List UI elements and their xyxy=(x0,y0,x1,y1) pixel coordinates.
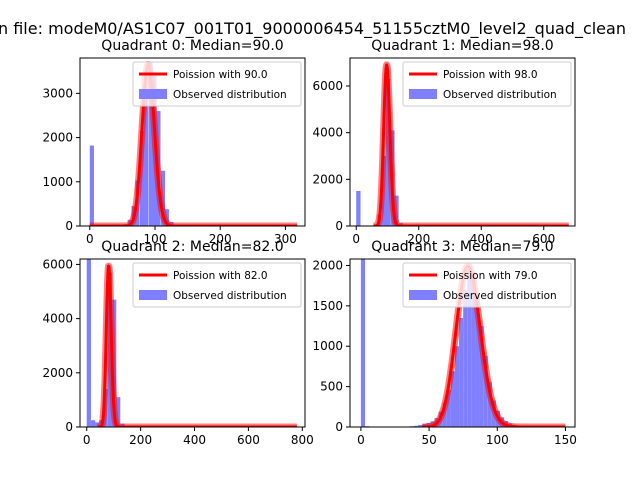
plot-area xyxy=(360,259,569,427)
histogram-bar xyxy=(143,91,149,226)
figure-suptitle: n file: modeM0/AS1C07_001T01_9000006454_… xyxy=(0,19,626,39)
y-tick-label: 0 xyxy=(335,219,343,233)
y-tick-label: 2000 xyxy=(312,258,343,272)
legend: Poission with 79.0 Observed distribution xyxy=(402,262,572,308)
x-tick-label: 200 xyxy=(129,433,152,447)
legend-label-histogram: Observed distribution xyxy=(173,290,287,302)
y-tick-label: 4000 xyxy=(42,312,73,326)
x-tick-label: 0 xyxy=(83,433,91,447)
histogram-bar xyxy=(463,289,468,427)
histogram-bar xyxy=(455,346,460,427)
histogram-bar xyxy=(95,422,100,427)
legend-swatch-histogram xyxy=(409,290,437,300)
subplot-title: Quadrant 3: Median=79.0 xyxy=(371,239,553,255)
legend-label-poisson: Poission with 98.0 xyxy=(443,69,538,81)
histogram-bar xyxy=(89,145,94,226)
legend-box xyxy=(402,262,572,308)
histogram-bar xyxy=(116,397,121,427)
legend-swatch-histogram xyxy=(139,290,167,300)
legend-swatch-histogram xyxy=(139,89,167,99)
legend-label-poisson: Poission with 90.0 xyxy=(173,69,268,81)
x-tick-label: 0 xyxy=(352,232,360,246)
y-tick-label: 2000 xyxy=(42,366,73,380)
plot-area xyxy=(86,259,300,427)
subplot-quadrant-2: 0 200 400 600 800 0 2000 4000 6000 Quadrant 2: Me… xyxy=(42,239,313,447)
y-tick-label: 0 xyxy=(65,219,73,233)
x-tick-label: 400 xyxy=(183,433,206,447)
x-tick-label: 300 xyxy=(274,232,297,246)
histogram-bar xyxy=(356,191,361,226)
legend-label-histogram: Observed distribution xyxy=(443,290,557,302)
histogram-bar xyxy=(467,269,472,427)
legend: Poission with 98.0 Observed distribution xyxy=(402,61,572,107)
subplot-title: Quadrant 2: Median=82.0 xyxy=(101,239,283,255)
y-tick-label: 3000 xyxy=(42,86,73,100)
x-tick-label: 0 xyxy=(86,232,94,246)
histogram-bar xyxy=(471,271,476,427)
x-tick-label: 200 xyxy=(407,232,430,246)
legend-label-histogram: Observed distribution xyxy=(173,89,287,101)
legend-label-poisson: Poission with 82.0 xyxy=(173,270,268,282)
legend-label-poisson: Poission with 79.0 xyxy=(443,270,538,282)
x-tick-label: 400 xyxy=(470,232,493,246)
x-tick-label: 150 xyxy=(554,433,577,447)
legend-label-histogram: Observed distribution xyxy=(443,89,557,101)
histogram-bar xyxy=(450,371,455,427)
x-tick-label: 600 xyxy=(532,232,555,246)
legend: Poission with 90.0 Observed distribution xyxy=(132,61,302,107)
y-tick-label: 1000 xyxy=(42,175,73,189)
x-tick-label: 100 xyxy=(486,433,509,447)
y-tick-label: 2000 xyxy=(42,131,73,145)
histogram-bar xyxy=(483,355,488,427)
x-tick-label: 800 xyxy=(291,433,314,447)
x-tick-label: 0 xyxy=(357,433,365,447)
histogram-bar xyxy=(148,62,153,226)
y-tick-label: 1000 xyxy=(312,339,343,353)
legend-box xyxy=(402,61,572,107)
subplot-title: Quadrant 1: Median=98.0 xyxy=(371,38,553,54)
histogram-bar xyxy=(459,317,464,427)
y-tick-label: 6000 xyxy=(312,79,343,93)
histogram-bar xyxy=(414,425,419,427)
legend-box xyxy=(132,262,302,308)
y-tick-label: 1500 xyxy=(312,299,343,313)
poisson-curve xyxy=(421,264,567,427)
legend-box xyxy=(132,61,302,107)
axes-frame xyxy=(79,258,306,428)
axes-frame xyxy=(79,57,306,227)
histogram-bar xyxy=(446,389,451,427)
histogram-bar xyxy=(91,420,96,427)
histogram-bar xyxy=(360,259,365,427)
y-tick-label: 0 xyxy=(335,420,343,434)
axes-frame xyxy=(349,258,576,428)
axes-frame xyxy=(349,57,576,227)
y-tick-label: 6000 xyxy=(42,257,73,271)
subplot-title: Quadrant 0: Median=90.0 xyxy=(101,38,283,54)
y-tick-label: 500 xyxy=(320,380,343,394)
histogram-bar xyxy=(86,259,91,427)
y-tick-label: 2000 xyxy=(312,172,343,186)
histogram-bar xyxy=(479,326,484,427)
x-tick-label: 50 xyxy=(421,433,436,447)
x-tick-label: 600 xyxy=(237,433,260,447)
y-tick-label: 0 xyxy=(65,420,73,434)
legend-swatch-histogram xyxy=(409,89,437,99)
x-tick-label: 200 xyxy=(209,232,232,246)
histogram-bar xyxy=(418,424,423,427)
y-tick-label: 4000 xyxy=(312,126,343,140)
legend: Poission with 82.0 Observed distribution xyxy=(132,262,302,308)
histogram-bar xyxy=(475,293,480,427)
plot-area xyxy=(356,61,572,226)
x-tick-label: 100 xyxy=(144,232,167,246)
